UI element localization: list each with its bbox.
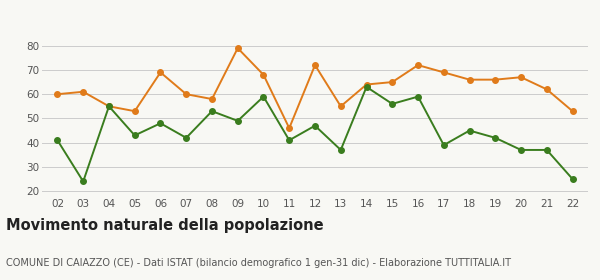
Text: COMUNE DI CAIAZZO (CE) - Dati ISTAT (bilancio demografico 1 gen-31 dic) - Elabor: COMUNE DI CAIAZZO (CE) - Dati ISTAT (bil… [6,258,511,268]
Text: Movimento naturale della popolazione: Movimento naturale della popolazione [6,218,323,234]
